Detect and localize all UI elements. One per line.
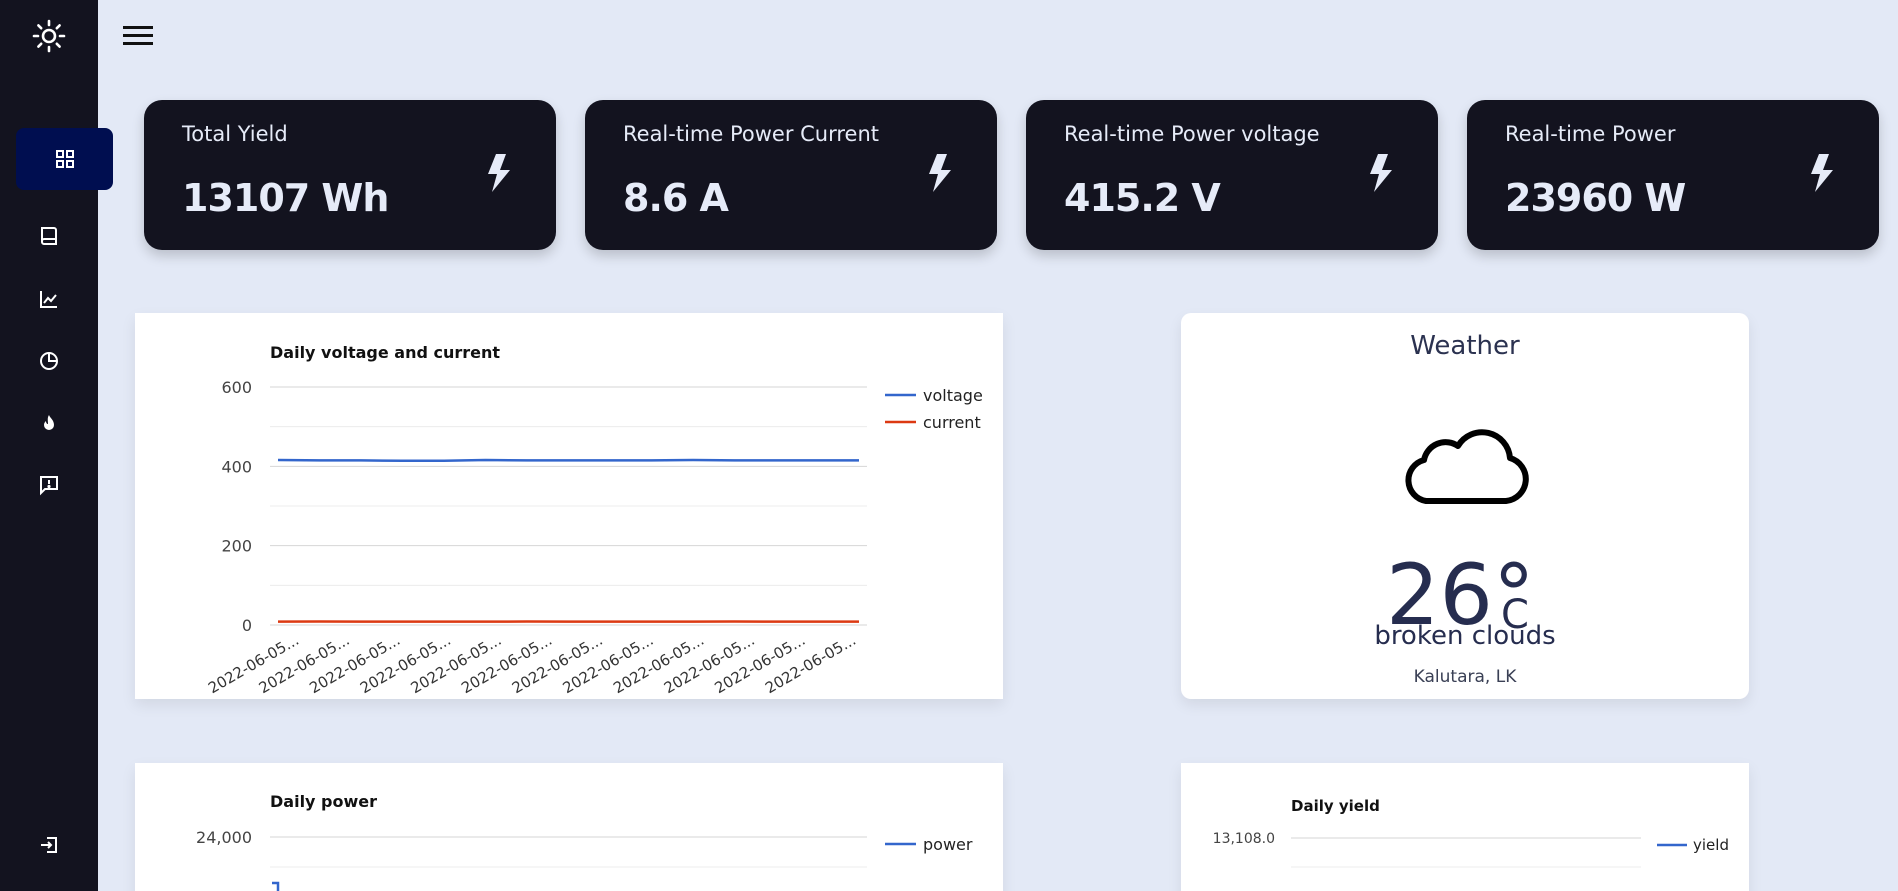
cloud-icon xyxy=(1405,429,1529,504)
legend-label-current: current xyxy=(923,413,981,432)
bolt-icon xyxy=(1370,154,1392,192)
weather-location: Kalutara, LK xyxy=(1413,667,1517,687)
series-line-power xyxy=(272,881,280,891)
sidebar-item-book[interactable] xyxy=(34,221,64,251)
stat-value: 23960 W xyxy=(1505,176,1686,220)
bolt-icon xyxy=(1811,154,1833,192)
stat-value: 13107 Wh xyxy=(182,176,389,220)
bolt-icon xyxy=(488,154,510,192)
chart-title: Daily voltage and current xyxy=(270,343,500,362)
book-icon xyxy=(41,227,57,245)
sidebar xyxy=(0,0,113,891)
sidebar-item-reports[interactable] xyxy=(34,346,64,376)
stat-card-total-yield: Total Yield 13107 Wh xyxy=(144,100,556,250)
stat-value: 8.6 A xyxy=(623,176,729,220)
message-alert-icon xyxy=(40,476,58,496)
legend-label-power: power xyxy=(923,835,973,854)
flame-icon xyxy=(44,415,54,430)
daily-power-chart: Daily power 24,000 power xyxy=(196,792,973,891)
y-tick-label: 24,000 xyxy=(196,828,252,847)
stat-title: Real-time Power voltage xyxy=(1064,122,1320,146)
logout-icon xyxy=(41,837,57,853)
sun-icon[interactable] xyxy=(31,18,67,54)
line-chart-icon xyxy=(40,291,57,308)
stat-card-realtime-voltage: Real-time Power voltage 415.2 V xyxy=(1026,100,1438,250)
sidebar-item-dashboard[interactable] xyxy=(16,128,113,190)
daily-power-chart-panel: Daily power 24,000 power xyxy=(135,763,1003,891)
stat-card-realtime-power: Real-time Power 23960 W xyxy=(1467,100,1879,250)
stat-value: 415.2 V xyxy=(1064,176,1221,220)
logout-button[interactable] xyxy=(34,830,64,860)
daily-yield-chart: Daily yield 13,108.0 yield xyxy=(1213,797,1729,868)
sidebar-item-feedback[interactable] xyxy=(34,470,64,500)
weather-unit: C xyxy=(1501,592,1529,638)
stat-title: Real-time Power Current xyxy=(623,122,880,146)
legend-label-yield: yield xyxy=(1693,836,1729,854)
voltage-current-chart: Daily voltage and current02004006002022-… xyxy=(205,343,983,697)
chart-title: Daily power xyxy=(270,792,377,811)
hamburger-menu-icon[interactable] xyxy=(121,21,155,51)
series-line-voltage xyxy=(277,458,859,463)
stat-title: Total Yield xyxy=(182,122,288,146)
y-tick-label: 13,108.0 xyxy=(1213,831,1275,847)
legend-label-voltage: voltage xyxy=(923,386,983,405)
weather-panel: Weather 26° C broken clouds Kalutara, LK xyxy=(1181,313,1749,699)
pie-chart-icon xyxy=(40,352,58,370)
y-tick-label: 600 xyxy=(221,378,252,397)
bolt-icon xyxy=(929,154,951,192)
grid-icon xyxy=(55,150,74,168)
y-tick-label: 400 xyxy=(221,457,252,476)
sidebar-item-analytics[interactable] xyxy=(34,284,64,314)
voltage-current-chart-panel: Daily voltage and current 0 200 400 600 2022-… xyxy=(135,313,1003,699)
sidebar-item-fire[interactable] xyxy=(34,409,64,439)
weather-title: Weather xyxy=(1410,331,1520,361)
stat-title: Real-time Power xyxy=(1505,122,1676,146)
daily-yield-chart-panel: Daily yield 13,108.0 yield xyxy=(1181,763,1749,891)
stat-card-realtime-current: Real-time Power Current 8.6 A xyxy=(585,100,997,250)
y-tick-label: 0 xyxy=(242,616,252,635)
y-tick-label: 200 xyxy=(221,537,252,556)
weather-temperature: 26° xyxy=(1386,546,1535,644)
weather-description: broken clouds xyxy=(1374,621,1556,651)
chart-title: Daily yield xyxy=(1291,797,1380,815)
